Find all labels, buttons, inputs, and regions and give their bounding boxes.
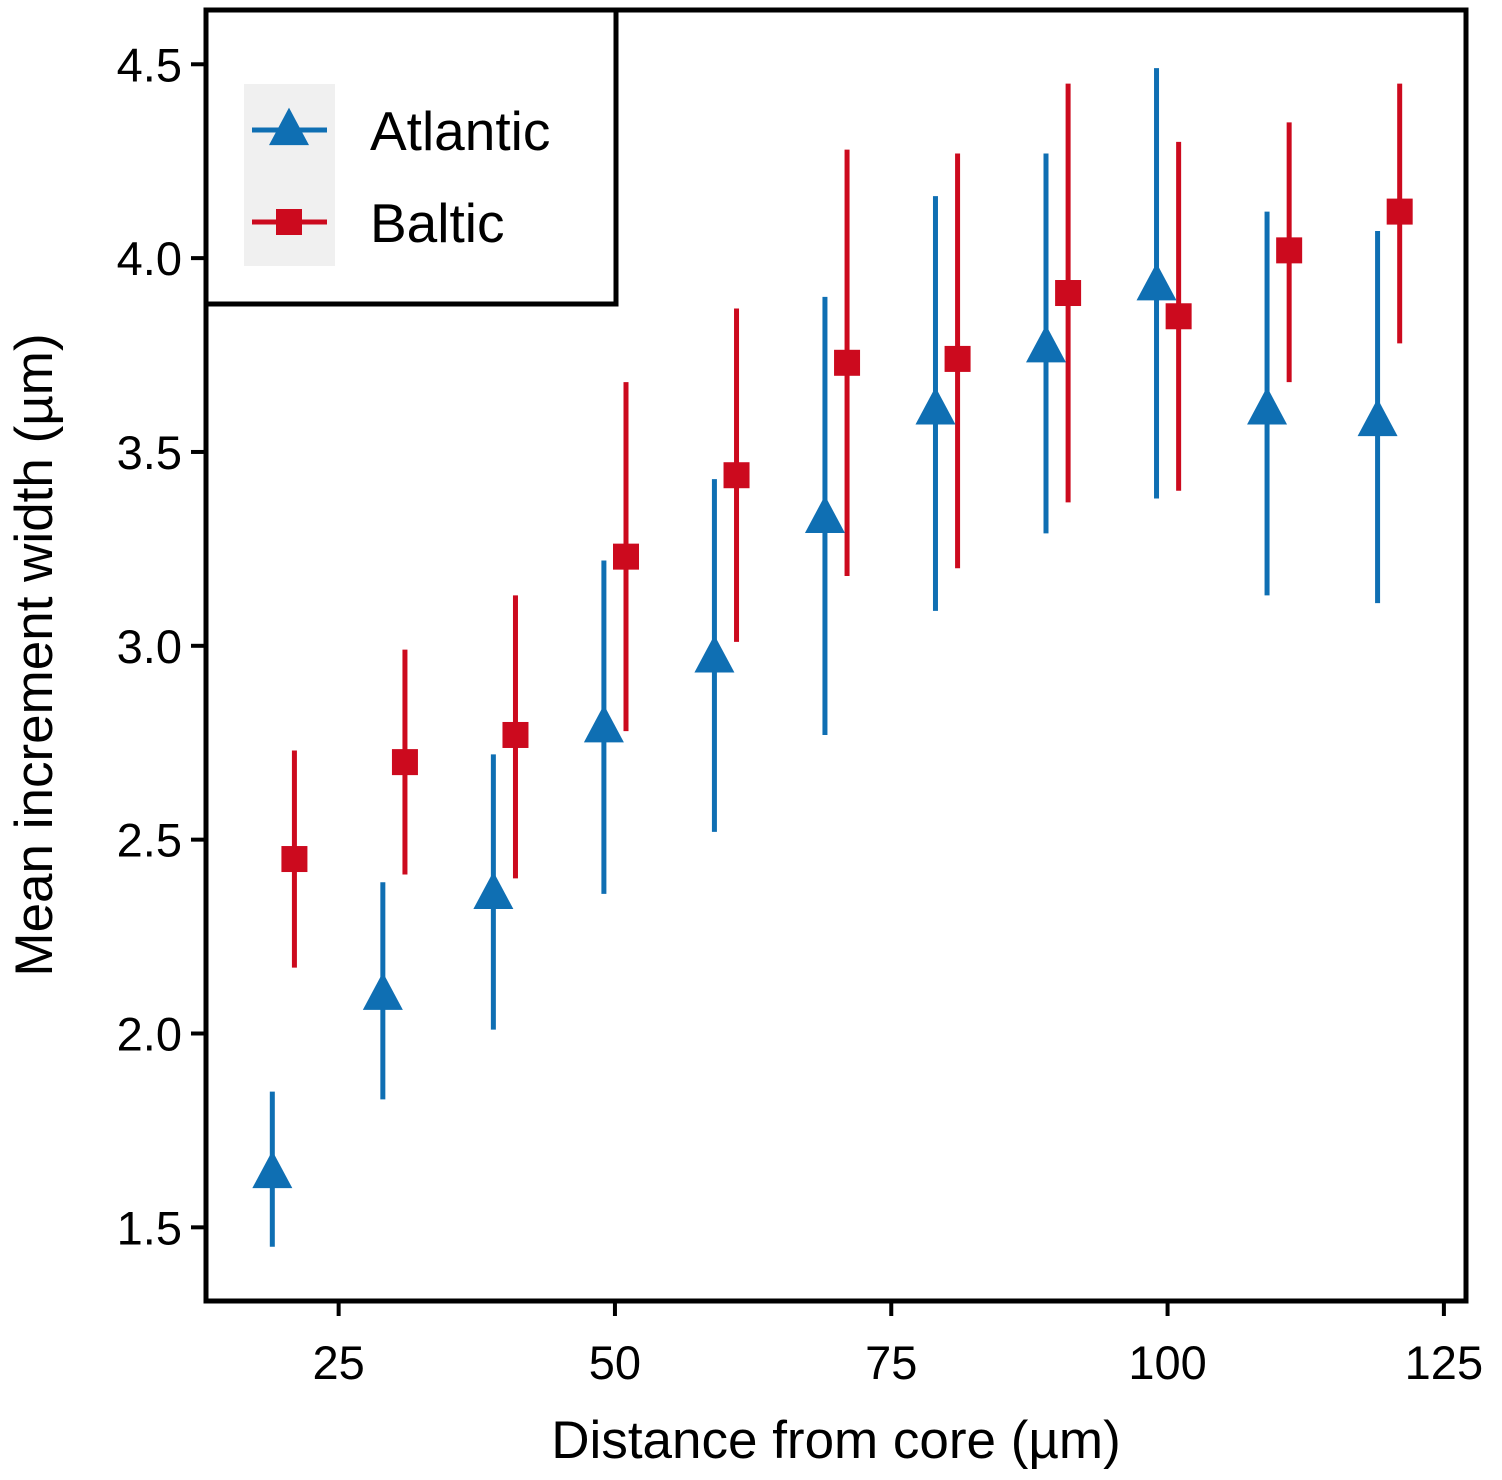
y-tick-label: 3.0	[117, 620, 182, 673]
baltic-point	[944, 345, 971, 372]
x-tick-label: 50	[589, 1336, 641, 1389]
x-tick-label: 75	[865, 1336, 917, 1389]
legend-marker-baltic	[276, 209, 302, 235]
x-tick-label: 25	[312, 1336, 364, 1389]
atlantic-point	[362, 972, 403, 1010]
x-tick-label: 100	[1128, 1336, 1206, 1389]
data-markers	[252, 198, 1413, 1189]
y-tick-label: 2.0	[117, 1007, 182, 1060]
plot-frame	[203, 7, 1469, 1304]
baltic-point	[391, 749, 418, 776]
y-tick-label: 1.5	[117, 1201, 182, 1254]
atlantic-point	[804, 495, 845, 533]
baltic-point	[723, 462, 750, 489]
atlantic-point	[1026, 324, 1066, 363]
baltic-point	[281, 846, 308, 873]
legend-label-baltic: Baltic	[370, 192, 505, 254]
y-tick-label: 4.5	[117, 38, 182, 91]
atlantic-point	[1357, 398, 1398, 437]
baltic-point	[834, 349, 861, 376]
baltic-point	[1055, 280, 1082, 307]
y-axis-title: Mean increment width (µm)	[5, 333, 64, 976]
baltic-point	[1165, 303, 1192, 330]
atlantic-point	[252, 1150, 293, 1189]
axes: 25 50 75 100 125 1.5 2.0 2.5 3.0 3.5 4.0 4.5	[117, 38, 1483, 1389]
y-tick-label: 4.0	[117, 232, 182, 285]
legend-marker-atlantic	[269, 107, 309, 146]
atlantic-point	[1136, 262, 1177, 301]
baltic-point	[502, 721, 529, 748]
y-tick-label: 2.5	[117, 814, 182, 867]
baltic-point	[1276, 237, 1303, 264]
legend-label-atlantic: Atlantic	[370, 100, 550, 162]
x-axis-title: Distance from core (µm)	[551, 1411, 1120, 1470]
legend: Atlantic Baltic	[206, 10, 616, 304]
baltic-point	[1386, 198, 1413, 225]
atlantic-point	[583, 704, 624, 743]
x-tick-label: 125	[1405, 1336, 1483, 1389]
atlantic-point	[473, 871, 514, 910]
atlantic-point	[694, 635, 735, 673]
atlantic-point	[1247, 386, 1288, 425]
atlantic-point	[915, 386, 956, 425]
y-tick-label: 3.5	[117, 426, 182, 479]
legend-border	[203, 7, 619, 307]
baltic-point	[613, 543, 639, 570]
legend-frame-layer	[203, 7, 619, 307]
